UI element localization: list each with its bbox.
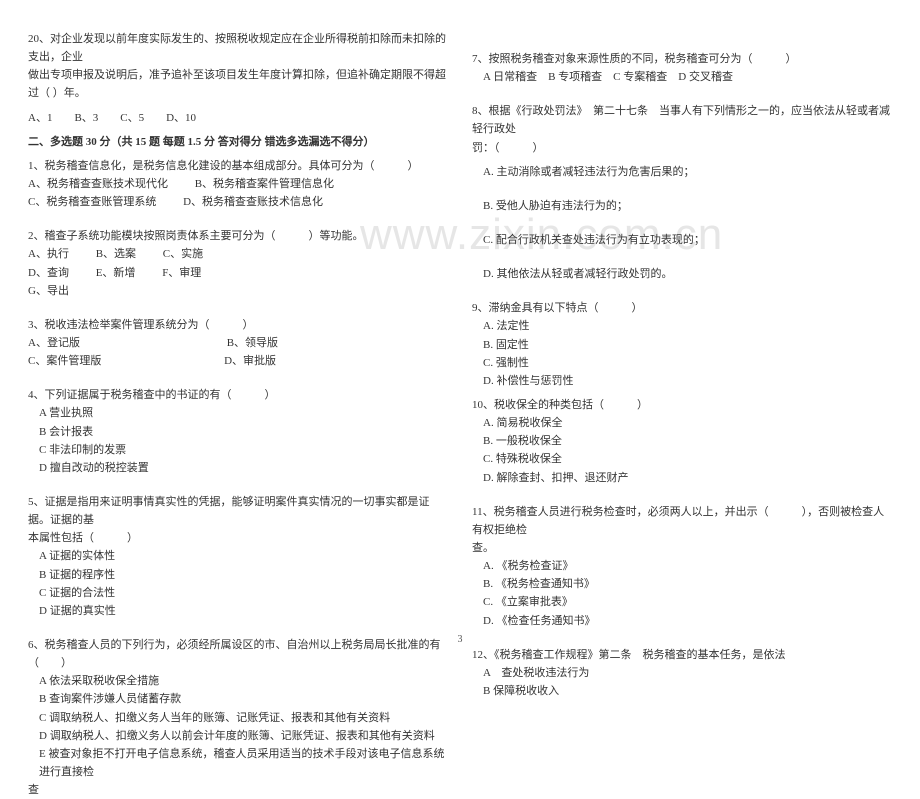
q6-e2: 查 [28,781,448,799]
q3-c: C、案件管理版 [28,352,101,370]
q8-line1: 8、根据《行政处罚法》 第二十七条 当事人有下列情形之一的，应当依法从轻或者减轻… [472,102,892,138]
q11-line1: 11、税务稽查人员进行税务检查时，必须两人以上，并出示（ ），否则被检查人有权拒… [472,503,892,539]
q3-b: B、领导版 [227,334,278,352]
q5-a: A 证据的实体性 [28,547,448,565]
q1-b: B、税务稽查案件管理信息化 [195,175,334,193]
q10-c: C. 特殊税收保全 [472,450,892,468]
q7-opts: A 日常稽查 B 专项稽查 C 专案稽查 D 交叉稽查 [472,68,892,86]
q4: 4、下列证据属于税务稽查中的书证的有（ ） [28,386,448,404]
q2-b: B、选案 [96,245,136,263]
q1-a: A、税务稽查查账技术现代化 [28,175,168,193]
q2-opts: A、执行 B、选案 C、实施 D、查询 E、新增 F、审理 G、导出 [28,245,448,299]
q1-d: D、税务稽查查账技术信息化 [183,193,323,211]
q8-line2: 罚：（ ） [472,139,892,157]
left-column: 20、对企业发现以前年度实际发生的、按照税收规定应在企业所得税前扣除而未扣除的支… [28,20,448,641]
q2-a: A、执行 [28,245,69,263]
q10-a: A. 简易税收保全 [472,414,892,432]
q2-c: C、实施 [163,245,203,263]
q11-d: D. 《检查任务通知书》 [472,612,892,630]
q11-c: C. 《立案审批表》 [472,593,892,611]
q4-d: D 擅自改动的税控装置 [28,459,448,477]
q6-c: C 调取纳税人、扣缴义务人当年的账簿、记账凭证、报表和其他有关资料 [28,709,448,727]
q8-b: B. 受他人胁迫有违法行为的； [472,197,892,215]
q7: 7、按照税务稽查对象来源性质的不同，税务稽查可分为（ ） [472,50,892,68]
q3: 3、税收违法检举案件管理系统分为（ ） [28,316,448,334]
q5-line1: 5、证据是指用来证明事情真实性的凭据，能够证明案件真实情况的一切事实都是证据。证… [28,493,448,529]
q9-d: D. 补偿性与惩罚性 [472,372,892,390]
q3-opts: A、登记版 B、领导版 C、案件管理版 D、审批版 [28,334,448,370]
q20-line2: 做出专项申报及说明后，准予追补至该项目发生年度计算扣除，但追补确定期限不得超过（… [28,69,446,99]
q6-e1: E 被查对象拒不打开电子信息系统，稽查人员采用适当的技术手段对该电子信息系统进行… [28,745,448,781]
q5-b: B 证据的程序性 [28,566,448,584]
q1: 1、税务稽查信息化，是税务信息化建设的基本组成部分。具体可分为（ ） [28,157,448,175]
q11-line2: 查。 [472,539,892,557]
q12-a: A 查处税收违法行为 [472,664,892,682]
page-content: 20、对企业发现以前年度实际发生的、按照税收规定应在企业所得税前扣除而未扣除的支… [0,0,920,651]
q10-d: D. 解除查封、扣押、退还财产 [472,469,892,487]
q12-b: B 保障税收收入 [472,682,892,700]
q10: 10、税收保全的种类包括（ ） [472,396,892,414]
q20-opts: A、1 B、3 C、5 D、10 [28,109,448,127]
q8-c: C. 配合行政机关查处违法行为有立功表现的； [472,231,892,249]
q5-c: C 证据的合法性 [28,584,448,602]
q20: 20、对企业发现以前年度实际发生的、按照税收规定应在企业所得税前扣除而未扣除的支… [28,30,448,103]
q6: 6、税务稽查人员的下列行为，必须经所属设区的市、自治州以上税务局局长批准的有（ … [28,636,448,672]
q4-c: C 非法印制的发票 [28,441,448,459]
q1-opts: A、税务稽查查账技术现代化 B、税务稽查案件管理信息化 C、税务稽查查账管理系统… [28,175,448,211]
q2-d: D、查询 [28,264,69,282]
q9: 9、滞纳金具有以下特点（ ） [472,299,892,317]
q11-a: A. 《税务检查证》 [472,557,892,575]
q2-e: E、新增 [96,264,136,282]
q20-line1: 20、对企业发现以前年度实际发生的、按照税收规定应在企业所得税前扣除而未扣除的支… [28,33,446,63]
q9-a: A. 法定性 [472,317,892,335]
q5-d: D 证据的真实性 [28,602,448,620]
q3-d: D、审批版 [224,352,276,370]
q12: 12、《税务稽查工作规程》第二条 税务稽查的基本任务，是依法 [472,646,892,664]
right-column: 7、按照税务稽查对象来源性质的不同，税务稽查可分为（ ） A 日常稽查 B 专项… [472,20,892,641]
q4-a: A 营业执照 [28,404,448,422]
q4-b: B 会计报表 [28,423,448,441]
q9-c: C. 强制性 [472,354,892,372]
q11-b: B. 《税务检查通知书》 [472,575,892,593]
q6-a: A 依法采取税收保全措施 [28,672,448,690]
q8-d: D. 其他依法从轻或者减轻行政处罚的。 [472,265,892,283]
q2: 2、稽查子系统功能模块按照岗责体系主要可分为（ ）等功能。 [28,227,448,245]
q9-b: B. 固定性 [472,336,892,354]
q2-f: F、审理 [162,264,201,282]
page-number: 3 [458,634,463,645]
q8-a: A. 主动消除或者减轻违法行为危害后果的； [472,163,892,181]
q1-c: C、税务稽查查账管理系统 [28,193,156,211]
q10-b: B. 一般税收保全 [472,432,892,450]
q6-b: B 查询案件涉嫌人员储蓄存款 [28,690,448,708]
q3-a: A、登记版 [28,334,80,352]
q6-d: D 调取纳税人、扣缴义务人以前会计年度的账簿、记账凭证、报表和其他有关资料 [28,727,448,745]
section2-title: 二、多选题 30 分（共 15 题 每题 1.5 分 答对得分 错选多选漏选不得… [28,133,448,151]
q2-g: G、导出 [28,282,69,300]
q5-line2: 本属性包括（ ） [28,529,448,547]
